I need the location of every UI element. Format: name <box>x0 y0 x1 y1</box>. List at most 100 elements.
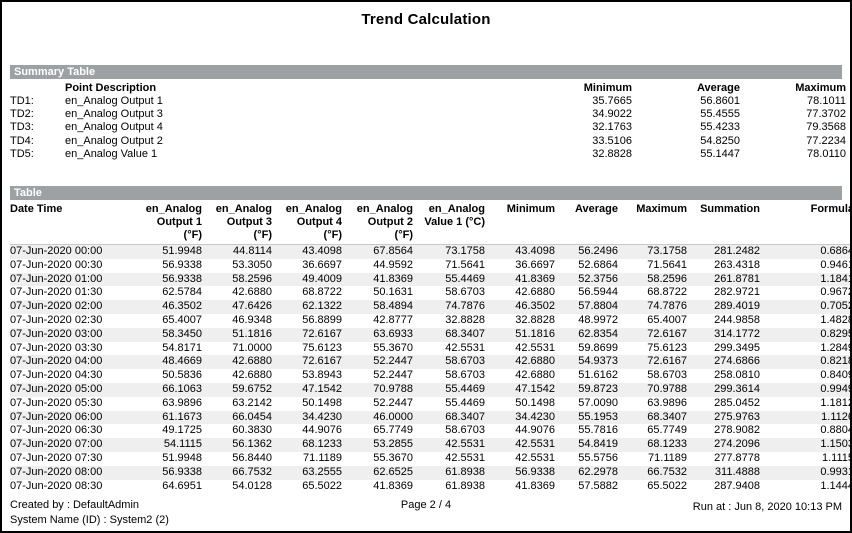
table-cell: 51.1816 <box>202 327 272 342</box>
table-cell: 41.8369 <box>373 479 413 492</box>
table-cell: 52.2447 <box>373 369 413 382</box>
column-header: Minimum <box>485 200 555 246</box>
table-cell: 41.8369 <box>515 479 555 492</box>
table-cell: 285.0452 <box>714 396 760 409</box>
table-cell: 51.1816 <box>485 327 555 342</box>
summary-table: Point Description Minimum Average Maximum T… <box>10 79 846 161</box>
table-cell: 56.1362 <box>202 438 272 452</box>
table-cell: 48.4669 <box>135 355 202 370</box>
table-cell: 65.5022 <box>647 479 687 492</box>
table-cell: 56.9338 <box>135 465 202 480</box>
table-cell: 55.1953 <box>555 410 618 425</box>
table-row: TD2: en_Analog Output 3 34.9022 55.4555 77.3… <box>10 108 846 121</box>
table-cell: 0.7052 <box>760 300 850 314</box>
table-cell: 58.3450 <box>135 327 202 342</box>
table-cell: 58.4894 <box>342 300 413 314</box>
table-cell: 54.8250 <box>700 134 740 147</box>
table-cell: 43.4098 <box>272 244 342 259</box>
table-cell: 07-Jun-2020 04:00 <box>10 355 135 370</box>
table-cell: 42.5531 <box>413 438 485 452</box>
column-header: Summation <box>687 200 760 246</box>
column-header: en_Analog Value 1 (°C) <box>413 200 485 246</box>
column-header: Formula <box>760 200 850 246</box>
table-row: TD4: en_Analog Output 2 33.5106 54.8250 77.2… <box>10 135 846 148</box>
table-cell: en_Analog Output 1 <box>65 95 163 107</box>
table-cell: 58.2596 <box>202 272 272 287</box>
table-cell: 244.9858 <box>714 314 760 326</box>
table-cell: 0.8295 <box>760 327 850 342</box>
table-cell: 55.7816 <box>578 424 618 437</box>
footer-left-block: Created by : DefaultAdmin System Name (I… <box>10 498 169 528</box>
table-cell: 54.8419 <box>555 438 618 452</box>
table-cell: 47.1542 <box>485 382 555 397</box>
table-cell: 55.3670 <box>373 451 413 464</box>
table-cell: 07-Jun-2020 05:30 <box>10 396 103 409</box>
table-cell: 71.0000 <box>232 341 272 354</box>
table-cell: 46.9348 <box>232 314 272 326</box>
table-cell: 1.2849 <box>820 341 852 354</box>
data-table-body: 07-Jun-2020 00:00 51.9948 44.8114 43.4098 67… <box>10 244 852 494</box>
table-cell: TD1: <box>10 95 34 107</box>
table-row: 07-Jun-2020 04:30 50.5836 42.6880 53.8943 52… <box>10 369 850 383</box>
table-cell: 44.9076 <box>515 424 555 437</box>
table-cell: 289.4019 <box>687 300 760 314</box>
summary-table-section: Summary Table Point Description Minimum Av… <box>10 65 846 161</box>
table-cell: 07-Jun-2020 02:30 <box>10 314 103 326</box>
table-cell: 78.1011 <box>807 95 846 107</box>
table-cell: 77.3702 <box>806 108 846 121</box>
table-cell: 299.3614 <box>687 382 760 397</box>
table-row: 07-Jun-2020 06:30 49.1725 60.3830 44.9076 65… <box>10 424 850 438</box>
table-cell: 54.1115 <box>135 438 202 452</box>
table-row: 07-Jun-2020 05:30 63.9896 63.2142 50.1498 52… <box>10 396 850 411</box>
table-cell: 54.9373 <box>555 355 618 370</box>
table-row: 07-Jun-2020 06:00 61.1673 66.0454 34.4230 46… <box>10 410 850 425</box>
table-cell: 49.1725 <box>162 424 202 437</box>
table-cell: 62.8354 <box>555 327 618 342</box>
table-cell: 55.4555 <box>700 108 740 121</box>
table-cell: 34.9022 <box>592 108 632 121</box>
table-cell: 277.8778 <box>714 451 760 464</box>
column-header: Date Time <box>10 200 135 246</box>
column-header: Average <box>555 200 618 246</box>
table-cell: 07-Jun-2020 03:30 <box>10 341 103 354</box>
table-cell: en_Analog Output 3 <box>65 108 163 121</box>
table-cell: 07-Jun-2020 07:00 <box>10 438 135 452</box>
table-cell: 42.5531 <box>485 438 555 452</box>
table-row: 07-Jun-2020 05:00 66.1063 59.6752 47.1542 70… <box>10 382 850 397</box>
table-cell: 46.3502 <box>485 300 555 314</box>
table-cell: TD4: <box>10 134 34 147</box>
table-cell: 07-Jun-2020 05:00 <box>10 382 135 397</box>
table-cell: 274.6866 <box>687 355 760 370</box>
table-cell: 50.1631 <box>373 286 413 299</box>
table-cell: 68.1233 <box>272 438 342 452</box>
table-row: 07-Jun-2020 08:30 64.6951 54.0128 65.5022 41… <box>10 479 850 494</box>
column-header: en_Analog Output 3 (°F) <box>202 200 272 246</box>
table-row: 07-Jun-2020 03:30 54.8171 71.0000 75.6123 55… <box>10 341 852 356</box>
table-cell: 65.7749 <box>373 424 413 437</box>
table-section-bar: Table <box>10 186 842 201</box>
table-cell: TD2: <box>10 108 34 121</box>
table-cell: 61.8938 <box>445 479 485 492</box>
table-cell: 36.6697 <box>515 258 555 271</box>
table-cell: 53.2855 <box>342 438 413 452</box>
table-cell: 68.8722 <box>302 286 342 299</box>
page-title: Trend Calculation <box>361 11 491 28</box>
table-cell: 261.8781 <box>687 272 760 287</box>
table-cell: 32.8828 <box>592 147 632 160</box>
table-cell: 48.9972 <box>578 314 618 326</box>
table-cell: 71.1189 <box>648 451 687 464</box>
table-cell: 32.8828 <box>515 314 555 326</box>
table-cell: 72.6167 <box>272 327 342 342</box>
table-cell: 263.4318 <box>714 258 760 271</box>
table-cell: 56.2496 <box>555 244 618 259</box>
table-cell: 61.1673 <box>135 410 202 425</box>
table-cell: 42.5531 <box>445 341 485 354</box>
table-cell: 67.8564 <box>342 244 413 259</box>
table-cell: 68.8722 <box>647 286 687 299</box>
table-row: TD3: en_Analog Output 4 32.1763 55.4233 79.3… <box>10 121 846 134</box>
table-cell: 55.5756 <box>578 451 618 464</box>
table-cell: 07-Jun-2020 02:00 <box>10 300 135 314</box>
table-cell: 35.7665 <box>592 95 632 107</box>
table-cell: 71.1189 <box>303 451 342 464</box>
table-cell: 1.1126 <box>760 410 850 425</box>
